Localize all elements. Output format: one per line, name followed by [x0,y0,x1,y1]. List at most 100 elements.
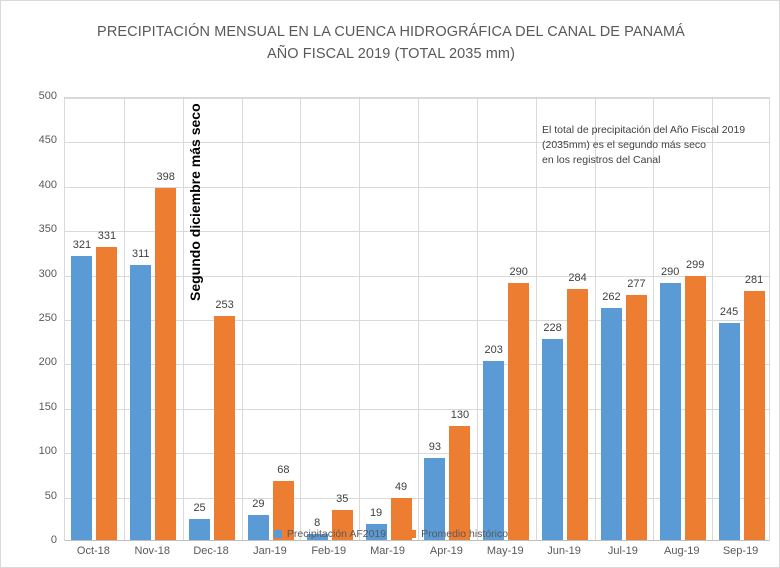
bar-data-label: 203 [484,343,503,356]
category-separator [359,98,361,541]
bar[interactable]: 203 [483,344,505,541]
category-separator [653,98,655,541]
x-tick-label: Aug-19 [664,545,700,557]
bar-group: 228 284 [536,98,595,541]
bar-data-label: 321 [72,238,92,251]
bar-data-label: 25 [193,501,206,514]
bar[interactable]: 398 [155,171,177,541]
y-tick-label: 300 [38,267,57,280]
gridline [65,142,769,144]
bar-data-label: 130 [450,408,470,421]
x-tick-label: Jun-19 [547,545,581,557]
bar-data-label: 290 [509,266,528,279]
bar[interactable]: 35 [331,493,353,541]
y-tick-label: 100 [38,445,57,458]
bar[interactable]: 49 [390,481,412,541]
category-separator [712,98,714,541]
bar[interactable]: 68 [272,464,294,541]
bar[interactable]: 277 [625,279,647,541]
bar-group: 29 68 [242,98,301,541]
annotation-line: en los registros del Canal [542,154,661,166]
bar-data-label: 331 [97,230,117,243]
y-tick-label: 400 [38,178,57,191]
bar[interactable]: 281 [743,275,765,541]
bar[interactable]: 228 [542,322,564,541]
legend-item-precipitacion-af2019[interactable]: Precipitación AF2019 [273,528,387,540]
bar-data-label: 398 [156,170,175,183]
bar-data-label: 29 [252,498,265,511]
y-tick-label: 250 [38,312,57,324]
category-separator [182,98,184,541]
bar-data-label: 93 [428,441,442,454]
gridline [65,408,769,410]
bar-data-label: 49 [394,480,408,493]
bar[interactable]: 284 [567,272,589,541]
x-tick-label: Feb-19 [311,545,347,557]
category-separator [476,98,478,541]
chart-legend: Precipitación AF2019 Promedio histórico [1,528,779,540]
bar[interactable]: 321 [71,239,93,541]
category-separator [535,98,537,541]
annotation-total-note: El total de precipitación del Año Fiscal… [542,123,772,168]
annotation-line: (2035mm) es el segundo más seco [542,139,706,151]
bar-group: 25 253 [183,98,242,541]
bar-data-label: 228 [543,321,562,334]
legend-label-series-1: Promedio histórico [421,528,509,540]
category-separator [241,98,243,541]
legend-swatch-blue-icon [273,530,282,538]
gridline [65,98,769,99]
bar-group: 8 35 [300,98,359,541]
gridline [65,364,769,366]
x-tick-label: May-19 [486,545,524,557]
bar[interactable]: 130 [449,409,471,541]
bar[interactable]: 25 [189,502,211,541]
bar[interactable]: 8 [306,517,328,541]
bar[interactable]: 29 [247,499,269,541]
x-tick-label: Mar-19 [370,545,405,557]
x-tick-label: Oct-18 [76,545,110,557]
y-tick-label: 50 [44,489,57,502]
bar[interactable]: 290 [659,267,681,541]
bar-data-label: 284 [568,271,587,284]
x-tick-label: Jan-19 [253,545,287,557]
bar-group: 245 281 [712,98,771,541]
gridline [65,320,769,321]
bar-group: 93 130 [418,98,477,541]
bar[interactable]: 331 [96,231,118,541]
x-tick-label: Sep-19 [722,545,759,557]
x-tick-label: Nov-18 [134,545,170,557]
bar-group: 19 49 [359,98,418,541]
bar-data-label: 35 [336,492,349,505]
y-tick-label: 350 [38,223,57,236]
legend-swatch-orange-icon [408,530,417,538]
bar[interactable]: 290 [508,267,530,541]
y-tick-label: 0 [50,534,57,546]
y-tick-label: 200 [38,356,57,369]
legend-label-series-0: Precipitación AF2019 [286,528,387,540]
bar[interactable]: 93 [424,442,446,541]
bar-data-label: 311 [131,247,150,260]
gridline [65,275,769,277]
chart-title-line1: PRECIPITACIÓN MENSUAL EN LA CUENCA HIDRO… [97,24,685,40]
bar-group: 262 277 [595,98,654,541]
bar[interactable]: 19 [365,508,387,541]
bar-data-label: 245 [719,306,739,319]
bar[interactable]: 245 [718,307,740,541]
gridline [65,186,769,188]
x-axis-line [65,540,769,541]
y-tick-label: 450 [38,134,57,147]
legend-item-promedio-historico[interactable]: Promedio histórico [408,528,508,540]
category-separator [418,98,419,541]
bar[interactable]: 299 [684,259,706,541]
bar[interactable]: 311 [130,248,152,541]
bar[interactable]: 262 [600,292,622,541]
chart-title: PRECIPITACIÓN MENSUAL EN LA CUENCA HIDRO… [1,21,779,65]
bar-group: 203 290 [477,98,536,541]
gridline [65,453,769,455]
plot-area: 321 331 311 398 25 253 29 68 8 35 19 49 93 130 203 290 2… [64,97,770,541]
bar-data-label: 299 [686,258,705,271]
bar-data-label: 262 [602,291,621,304]
bar[interactable]: 253 [214,300,236,541]
bar-group: 290 299 [653,98,712,541]
